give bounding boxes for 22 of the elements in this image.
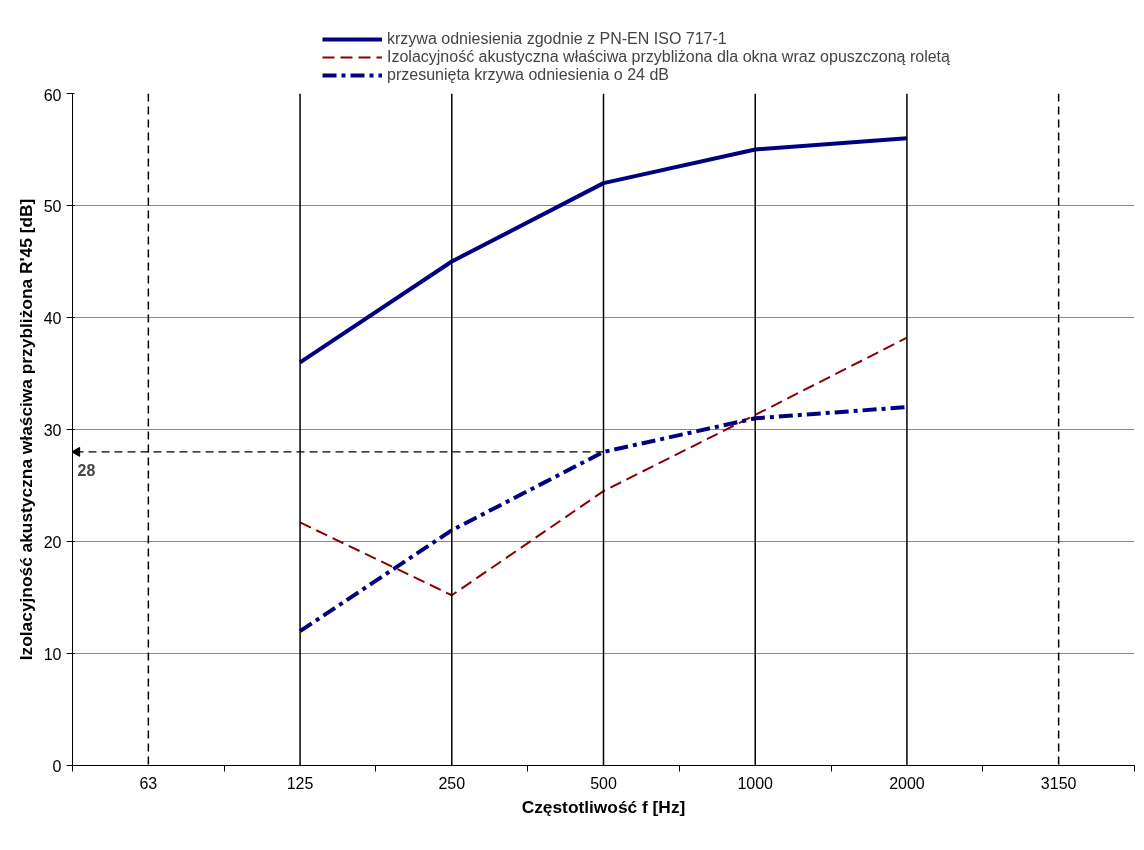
x-tick-label: 250: [438, 774, 466, 792]
y-tick-label: 30: [43, 421, 62, 439]
x-tick-label: 3150: [1040, 774, 1077, 792]
y-tick-label: 50: [43, 197, 62, 215]
legend-label: krzywa odniesienia zgodnie z PN-EN ISO 717-1: [387, 30, 727, 48]
y-tick-label: 20: [43, 533, 62, 551]
y-tick-label: 60: [43, 86, 62, 104]
x-tick-label: 125: [286, 774, 314, 792]
x-tick-label: 500: [590, 774, 617, 792]
y-tick-label: 40: [43, 309, 62, 327]
annotation: 28: [77, 461, 96, 479]
x-tick-label: 2000: [889, 774, 925, 792]
y-axis-title: Izolacyjność akustyczna właściwa przybliżona R'45 [dB]: [15, 198, 36, 661]
legend-label: Izolacyjność akustyczna właściwa przybliżona dla okna wraz opuszczoną roletą: [387, 48, 950, 66]
x-tick-label: 1000: [737, 774, 774, 792]
y-tick-label: 10: [43, 645, 62, 663]
line-series: [299, 336, 908, 597]
x-axis-title: Częstotliwość f [Hz]: [521, 796, 686, 817]
y-tick-label: 0: [52, 757, 62, 775]
legend-label: przesunięta krzywa odniesienia o 24 dB: [387, 66, 669, 84]
x-tick-label: 63: [139, 774, 158, 792]
line-series: [298, 136, 909, 365]
